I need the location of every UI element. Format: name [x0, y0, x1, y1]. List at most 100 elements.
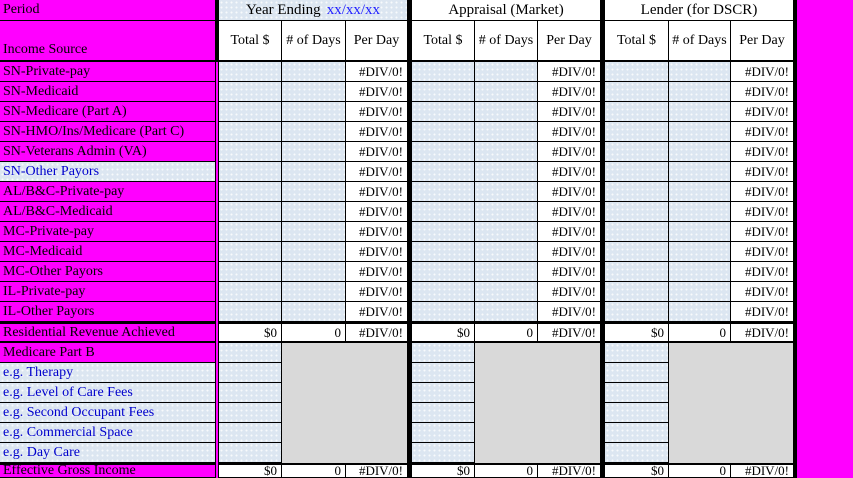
- perday-cell[interactable]: #DIV/0!: [730, 82, 793, 102]
- perday-cell[interactable]: #DIV/0!: [537, 162, 600, 182]
- perday-cell[interactable]: #DIV/0!: [730, 142, 793, 162]
- days-cell[interactable]: [474, 62, 537, 82]
- days-cell[interactable]: [281, 262, 345, 282]
- perday-cell[interactable]: [730, 343, 793, 363]
- perday-cell[interactable]: [345, 383, 407, 403]
- total-cell[interactable]: [412, 102, 474, 122]
- total-cell[interactable]: [605, 282, 668, 302]
- days-cell[interactable]: [281, 142, 345, 162]
- perday-cell[interactable]: #DIV/0!: [730, 122, 793, 142]
- total-cell[interactable]: [219, 182, 281, 202]
- perday-cell[interactable]: #DIV/0!: [730, 463, 793, 478]
- days-cell[interactable]: [474, 102, 537, 122]
- total-cell[interactable]: [412, 162, 474, 182]
- total-cell[interactable]: [605, 363, 668, 383]
- row-label[interactable]: AL/B&C-Medicaid: [0, 202, 215, 222]
- days-cell[interactable]: [474, 302, 537, 322]
- total-cell[interactable]: [605, 343, 668, 363]
- total-cell[interactable]: [219, 122, 281, 142]
- total-cell[interactable]: [412, 222, 474, 242]
- column-header-perday[interactable]: Per Day: [537, 21, 600, 62]
- total-cell[interactable]: [412, 142, 474, 162]
- total-cell[interactable]: [605, 202, 668, 222]
- total-cell[interactable]: [412, 242, 474, 262]
- days-cell[interactable]: [281, 363, 345, 383]
- column-header-days[interactable]: # of Days: [668, 21, 730, 62]
- total-cell[interactable]: $0: [412, 322, 474, 343]
- row-label[interactable]: MC-Medicaid: [0, 242, 215, 262]
- total-cell[interactable]: $0: [412, 463, 474, 478]
- days-cell[interactable]: 0: [668, 322, 730, 343]
- days-cell[interactable]: [281, 62, 345, 82]
- perday-cell[interactable]: #DIV/0!: [730, 322, 793, 343]
- perday-cell[interactable]: #DIV/0!: [537, 262, 600, 282]
- days-cell[interactable]: [474, 343, 537, 363]
- perday-cell[interactable]: #DIV/0!: [730, 162, 793, 182]
- perday-cell[interactable]: [730, 423, 793, 443]
- total-cell[interactable]: $0: [219, 463, 281, 478]
- total-cell[interactable]: [605, 102, 668, 122]
- perday-cell[interactable]: #DIV/0!: [345, 142, 407, 162]
- perday-cell[interactable]: #DIV/0!: [537, 302, 600, 322]
- total-cell[interactable]: [605, 222, 668, 242]
- perday-cell[interactable]: #DIV/0!: [730, 262, 793, 282]
- column-header-days[interactable]: # of Days: [474, 21, 537, 62]
- days-cell[interactable]: [474, 182, 537, 202]
- group-header-year-ending[interactable]: Year Ending xx/xx/xx: [219, 0, 407, 21]
- total-cell[interactable]: [412, 302, 474, 322]
- perday-cell[interactable]: [730, 383, 793, 403]
- total-cell[interactable]: [605, 262, 668, 282]
- perday-cell[interactable]: #DIV/0!: [345, 222, 407, 242]
- days-cell[interactable]: [668, 343, 730, 363]
- days-cell[interactable]: 0: [668, 463, 730, 478]
- total-cell[interactable]: [219, 282, 281, 302]
- row-label[interactable]: Effective Gross Income: [0, 463, 215, 478]
- total-cell[interactable]: [412, 363, 474, 383]
- total-cell[interactable]: [605, 122, 668, 142]
- days-cell[interactable]: [474, 262, 537, 282]
- perday-cell[interactable]: #DIV/0!: [730, 62, 793, 82]
- total-cell[interactable]: [605, 62, 668, 82]
- total-cell[interactable]: [219, 383, 281, 403]
- total-cell[interactable]: [412, 343, 474, 363]
- perday-cell[interactable]: #DIV/0!: [537, 222, 600, 242]
- perday-cell[interactable]: [730, 443, 793, 463]
- perday-cell[interactable]: #DIV/0!: [730, 202, 793, 222]
- column-header-perday[interactable]: Per Day: [730, 21, 793, 62]
- total-cell[interactable]: [605, 403, 668, 423]
- days-cell[interactable]: [668, 82, 730, 102]
- total-cell[interactable]: [412, 82, 474, 102]
- row-label[interactable]: e.g. Commercial Space: [0, 423, 215, 443]
- perday-cell[interactable]: #DIV/0!: [345, 182, 407, 202]
- perday-cell[interactable]: #DIV/0!: [345, 122, 407, 142]
- perday-cell[interactable]: #DIV/0!: [345, 463, 407, 478]
- days-cell[interactable]: 0: [474, 463, 537, 478]
- days-cell[interactable]: [281, 182, 345, 202]
- row-label[interactable]: e.g. Second Occupant Fees: [0, 403, 215, 423]
- row-label[interactable]: SN-Medicare (Part A): [0, 102, 215, 122]
- row-label[interactable]: AL/B&C-Private-pay: [0, 182, 215, 202]
- total-cell[interactable]: [219, 423, 281, 443]
- total-cell[interactable]: [219, 202, 281, 222]
- perday-cell[interactable]: [345, 403, 407, 423]
- days-cell[interactable]: [668, 363, 730, 383]
- perday-cell[interactable]: #DIV/0!: [537, 122, 600, 142]
- perday-cell[interactable]: #DIV/0!: [345, 242, 407, 262]
- days-cell[interactable]: [668, 383, 730, 403]
- row-label[interactable]: SN-Other Payors: [0, 162, 215, 182]
- perday-cell[interactable]: #DIV/0!: [730, 102, 793, 122]
- perday-cell[interactable]: #DIV/0!: [730, 222, 793, 242]
- days-cell[interactable]: [668, 142, 730, 162]
- row-label[interactable]: Residential Revenue Achieved: [0, 322, 215, 343]
- days-cell[interactable]: 0: [281, 322, 345, 343]
- days-cell[interactable]: [474, 122, 537, 142]
- days-cell[interactable]: 0: [474, 322, 537, 343]
- days-cell[interactable]: [474, 423, 537, 443]
- days-cell[interactable]: [474, 242, 537, 262]
- days-cell[interactable]: [474, 403, 537, 423]
- perday-cell[interactable]: #DIV/0!: [537, 242, 600, 262]
- total-cell[interactable]: [219, 102, 281, 122]
- days-cell[interactable]: [474, 202, 537, 222]
- column-header-total[interactable]: Total $: [412, 21, 474, 62]
- total-cell[interactable]: $0: [219, 322, 281, 343]
